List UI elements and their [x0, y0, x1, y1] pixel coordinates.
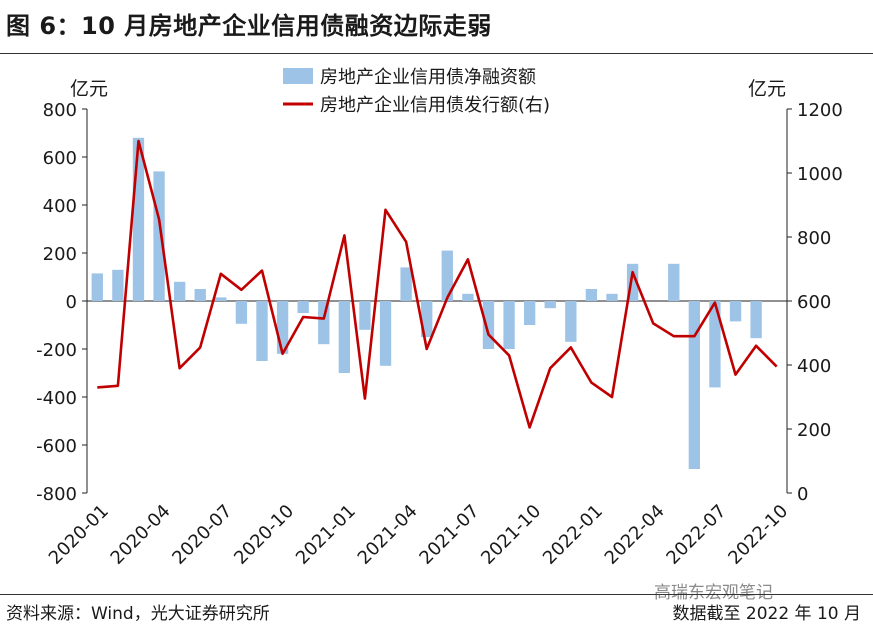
x-tick-label: 2020-07	[168, 501, 236, 569]
y-right-tick-label: 800	[797, 228, 831, 249]
bar	[153, 171, 165, 301]
y-left-unit: 亿元	[70, 78, 108, 100]
y-left-tick-label: 400	[43, 196, 77, 217]
bar	[400, 267, 412, 301]
bar	[462, 293, 474, 301]
bar	[441, 250, 453, 301]
bar	[668, 263, 680, 301]
y-right-tick-label: 0	[797, 484, 808, 505]
bar	[606, 293, 618, 301]
bar	[626, 263, 639, 301]
y-right-unit: 亿元	[748, 78, 786, 100]
title-divider	[0, 53, 873, 54]
bar	[276, 301, 289, 354]
y-left-tick-label: 600	[43, 148, 77, 169]
bar	[585, 289, 598, 301]
watermark-text: 高瑞东宏观笔记	[652, 578, 775, 603]
y-right-tick-label: 1000	[797, 164, 843, 185]
x-tick-label: 2022-04	[601, 501, 669, 569]
bar	[359, 301, 371, 330]
x-tick-label: 2020-04	[107, 501, 175, 569]
date-note: 数据截至 2022 年 10 月	[672, 604, 861, 624]
x-tick-label: 2022-10	[724, 501, 792, 569]
x-tick-label: 2021-07	[415, 501, 483, 569]
x-tick-label: 2020-01	[45, 501, 113, 569]
bar	[91, 273, 103, 301]
y-right-tick-label: 200	[797, 420, 831, 441]
source-note: 资料来源：Wind，光大证券研究所	[6, 604, 270, 624]
bar	[173, 281, 186, 301]
chart-legend: 房地产企业信用债净融资额 房地产企业信用债发行额(右)	[283, 67, 550, 116]
bar	[132, 137, 145, 301]
bar	[194, 289, 206, 301]
bar-series	[91, 137, 783, 469]
y-left-tick-label: -200	[36, 340, 77, 361]
bar	[544, 301, 556, 309]
bar	[379, 301, 392, 366]
bar	[523, 301, 536, 325]
bar	[215, 297, 227, 301]
x-tick-label: 2021-04	[354, 501, 422, 569]
y-left-tick-label: 200	[43, 244, 77, 265]
bar	[688, 301, 701, 469]
y-right-tick-label: 400	[797, 356, 831, 377]
y-right-tick-label: 600	[797, 292, 831, 313]
x-tick-label: 2022-07	[662, 501, 730, 569]
bar	[235, 301, 248, 324]
issuance-line	[97, 139, 778, 429]
x-tick-label: 2020-10	[230, 501, 298, 569]
line-series	[97, 139, 778, 429]
footer-divider	[0, 594, 873, 595]
x-tick-label: 2021-01	[292, 501, 360, 569]
bar	[421, 301, 433, 337]
y-left-tick-label: 0	[66, 292, 77, 313]
bar	[565, 301, 577, 342]
legend-bar-swatch	[283, 68, 313, 84]
legend-line-label: 房地产企业信用债发行额(右)	[320, 95, 550, 116]
bar	[729, 301, 742, 322]
y-left-tick-label: 800	[43, 100, 77, 121]
x-tick-label: 2021-10	[477, 501, 545, 569]
x-tick-label: 2022-01	[539, 501, 607, 569]
page-title: 图 6：10 月房地产企业信用债融资边际走弱	[6, 12, 492, 40]
y-right-tick-label: 1200	[797, 100, 843, 121]
bar	[256, 301, 268, 361]
chart-axes: 800 600 400 200 0 -200 -400 -600 -800 1200 1000 800…	[36, 100, 843, 569]
bar	[297, 301, 309, 313]
bar	[112, 269, 124, 301]
legend-bar-label: 房地产企业信用债净融资额	[320, 67, 536, 88]
bar	[338, 301, 351, 373]
bar	[750, 301, 762, 339]
y-left-tick-label: -400	[36, 388, 77, 409]
y-left-tick-label: -800	[36, 484, 77, 505]
bar	[709, 301, 721, 388]
y-left-tick-label: -600	[36, 436, 77, 457]
bar	[318, 301, 330, 345]
bar	[482, 301, 495, 349]
bar	[503, 301, 515, 349]
